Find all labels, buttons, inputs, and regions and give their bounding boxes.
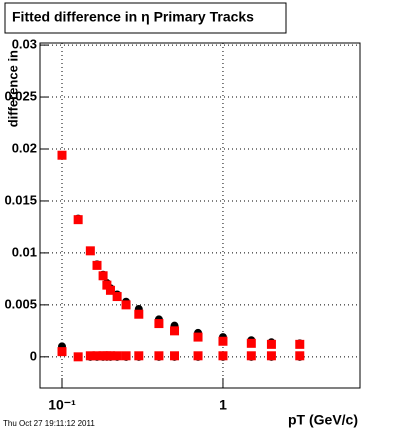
plot-frame [39, 42, 361, 389]
marker [92, 351, 102, 361]
marker [218, 351, 228, 361]
footer: Thu Oct 27 19:11:12 2011 [3, 419, 95, 428]
title-box [4, 2, 287, 34]
y-tick-label: 0 [30, 348, 37, 363]
y-axis-label: difference in [5, 50, 20, 127]
x-axis-label: pT (GeV/c) [288, 412, 358, 428]
y-tick-label: 0.005 [4, 296, 37, 311]
marker [193, 351, 203, 361]
marker [112, 351, 122, 361]
marker [154, 351, 164, 361]
marker [98, 271, 108, 281]
marker [102, 280, 112, 290]
marker [134, 309, 144, 319]
y-tick-label: 0.02 [12, 140, 37, 155]
marker [85, 351, 95, 361]
marker [170, 326, 180, 336]
marker [73, 352, 83, 362]
x-tick-label: 1 [219, 397, 227, 413]
marker [121, 300, 131, 310]
marker [105, 351, 115, 361]
marker [105, 285, 115, 295]
marker [266, 351, 276, 361]
marker [193, 332, 203, 342]
y-tick-label: 0.03 [12, 37, 37, 52]
marker [170, 351, 180, 361]
y-tick-label: 0.025 [4, 88, 37, 103]
marker [246, 338, 256, 348]
y-tick-label: 0.015 [4, 192, 37, 207]
marker [218, 336, 228, 346]
marker [57, 347, 67, 357]
marker [295, 351, 305, 361]
marker [266, 339, 276, 349]
marker [57, 150, 67, 160]
marker [154, 319, 164, 329]
marker [121, 351, 131, 361]
marker [85, 246, 95, 256]
chart-title: Fitted difference in η Primary Tracks [12, 9, 254, 25]
marker [73, 215, 83, 225]
marker [246, 351, 256, 361]
marker [112, 292, 122, 302]
y-tick-label: 0.01 [12, 244, 37, 259]
marker [92, 260, 102, 270]
marker [134, 351, 144, 361]
x-tick-label: 10⁻¹ [48, 397, 76, 413]
marker [295, 339, 305, 349]
